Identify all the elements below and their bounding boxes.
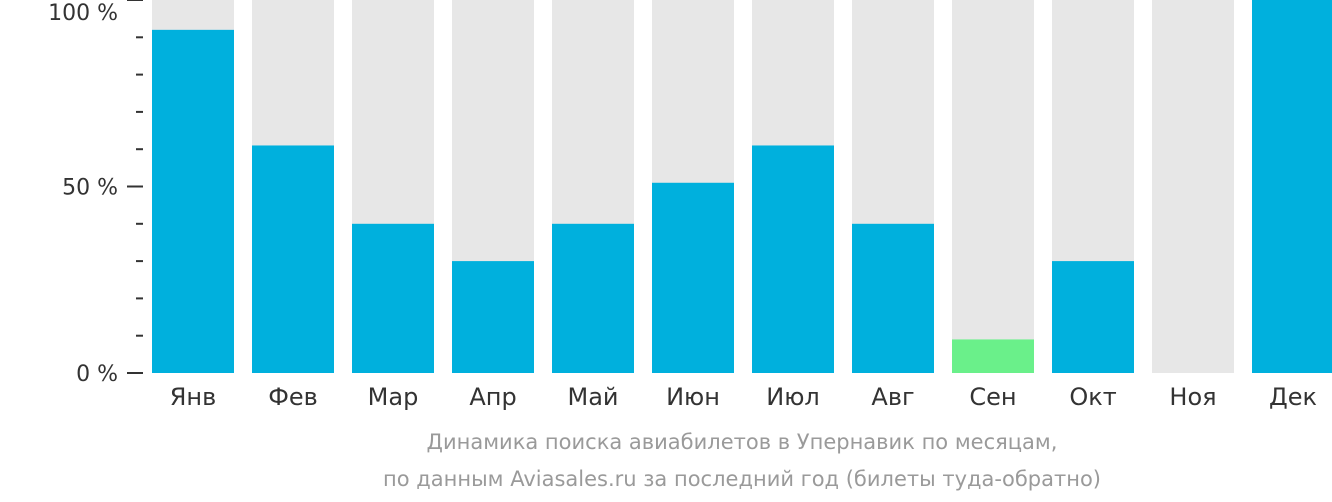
bar-4 [452, 261, 534, 373]
x-category-label: Авг [871, 383, 914, 411]
x-category-label: Июл [766, 383, 820, 411]
bar-12 [1252, 0, 1332, 373]
x-category-label: Окт [1069, 383, 1116, 411]
x-category-label: Дек [1269, 383, 1317, 411]
bar-10 [1052, 261, 1134, 373]
x-axis-labels: Янв Фев Мар Апр Май Июн Июл Авг Сен Окт Ноя Дек [170, 383, 1317, 411]
bar-track [1152, 0, 1234, 373]
bar-3 [352, 223, 434, 373]
bars [152, 0, 1332, 374]
bar-6 [652, 182, 734, 373]
x-category-label: Ноя [1169, 383, 1216, 411]
chart-caption-line-1: Динамика поиска авиабилетов в Упернавик … [426, 430, 1058, 454]
bar-chart: 0 % 50 % 100 % Янв Фев Мар Апр Май Июн Июл Авг Сен… [48, 0, 1332, 411]
x-category-label: Фев [268, 383, 318, 411]
chart-caption-line-2: по данным Aviasales.ru за последний год … [383, 467, 1101, 491]
bar-5 [552, 223, 634, 373]
bar-7 [752, 145, 834, 373]
x-category-label: Мар [368, 383, 419, 411]
bar-1 [152, 29, 234, 374]
y-axis: 0 % 50 % 100 % [48, 0, 143, 387]
x-category-label: Май [567, 383, 618, 411]
y-tick-label: 0 % [76, 362, 118, 387]
y-tick-label: 100 % [48, 1, 118, 26]
bar-9 [952, 339, 1034, 373]
x-category-label: Апр [469, 383, 516, 411]
bar-8 [852, 223, 934, 373]
y-tick-label: 50 % [62, 176, 118, 201]
x-category-label: Июн [666, 383, 720, 411]
x-category-label: Сен [969, 383, 1016, 411]
bar-2 [252, 145, 334, 373]
x-category-label: Янв [170, 383, 217, 411]
bar-track [952, 0, 1034, 373]
